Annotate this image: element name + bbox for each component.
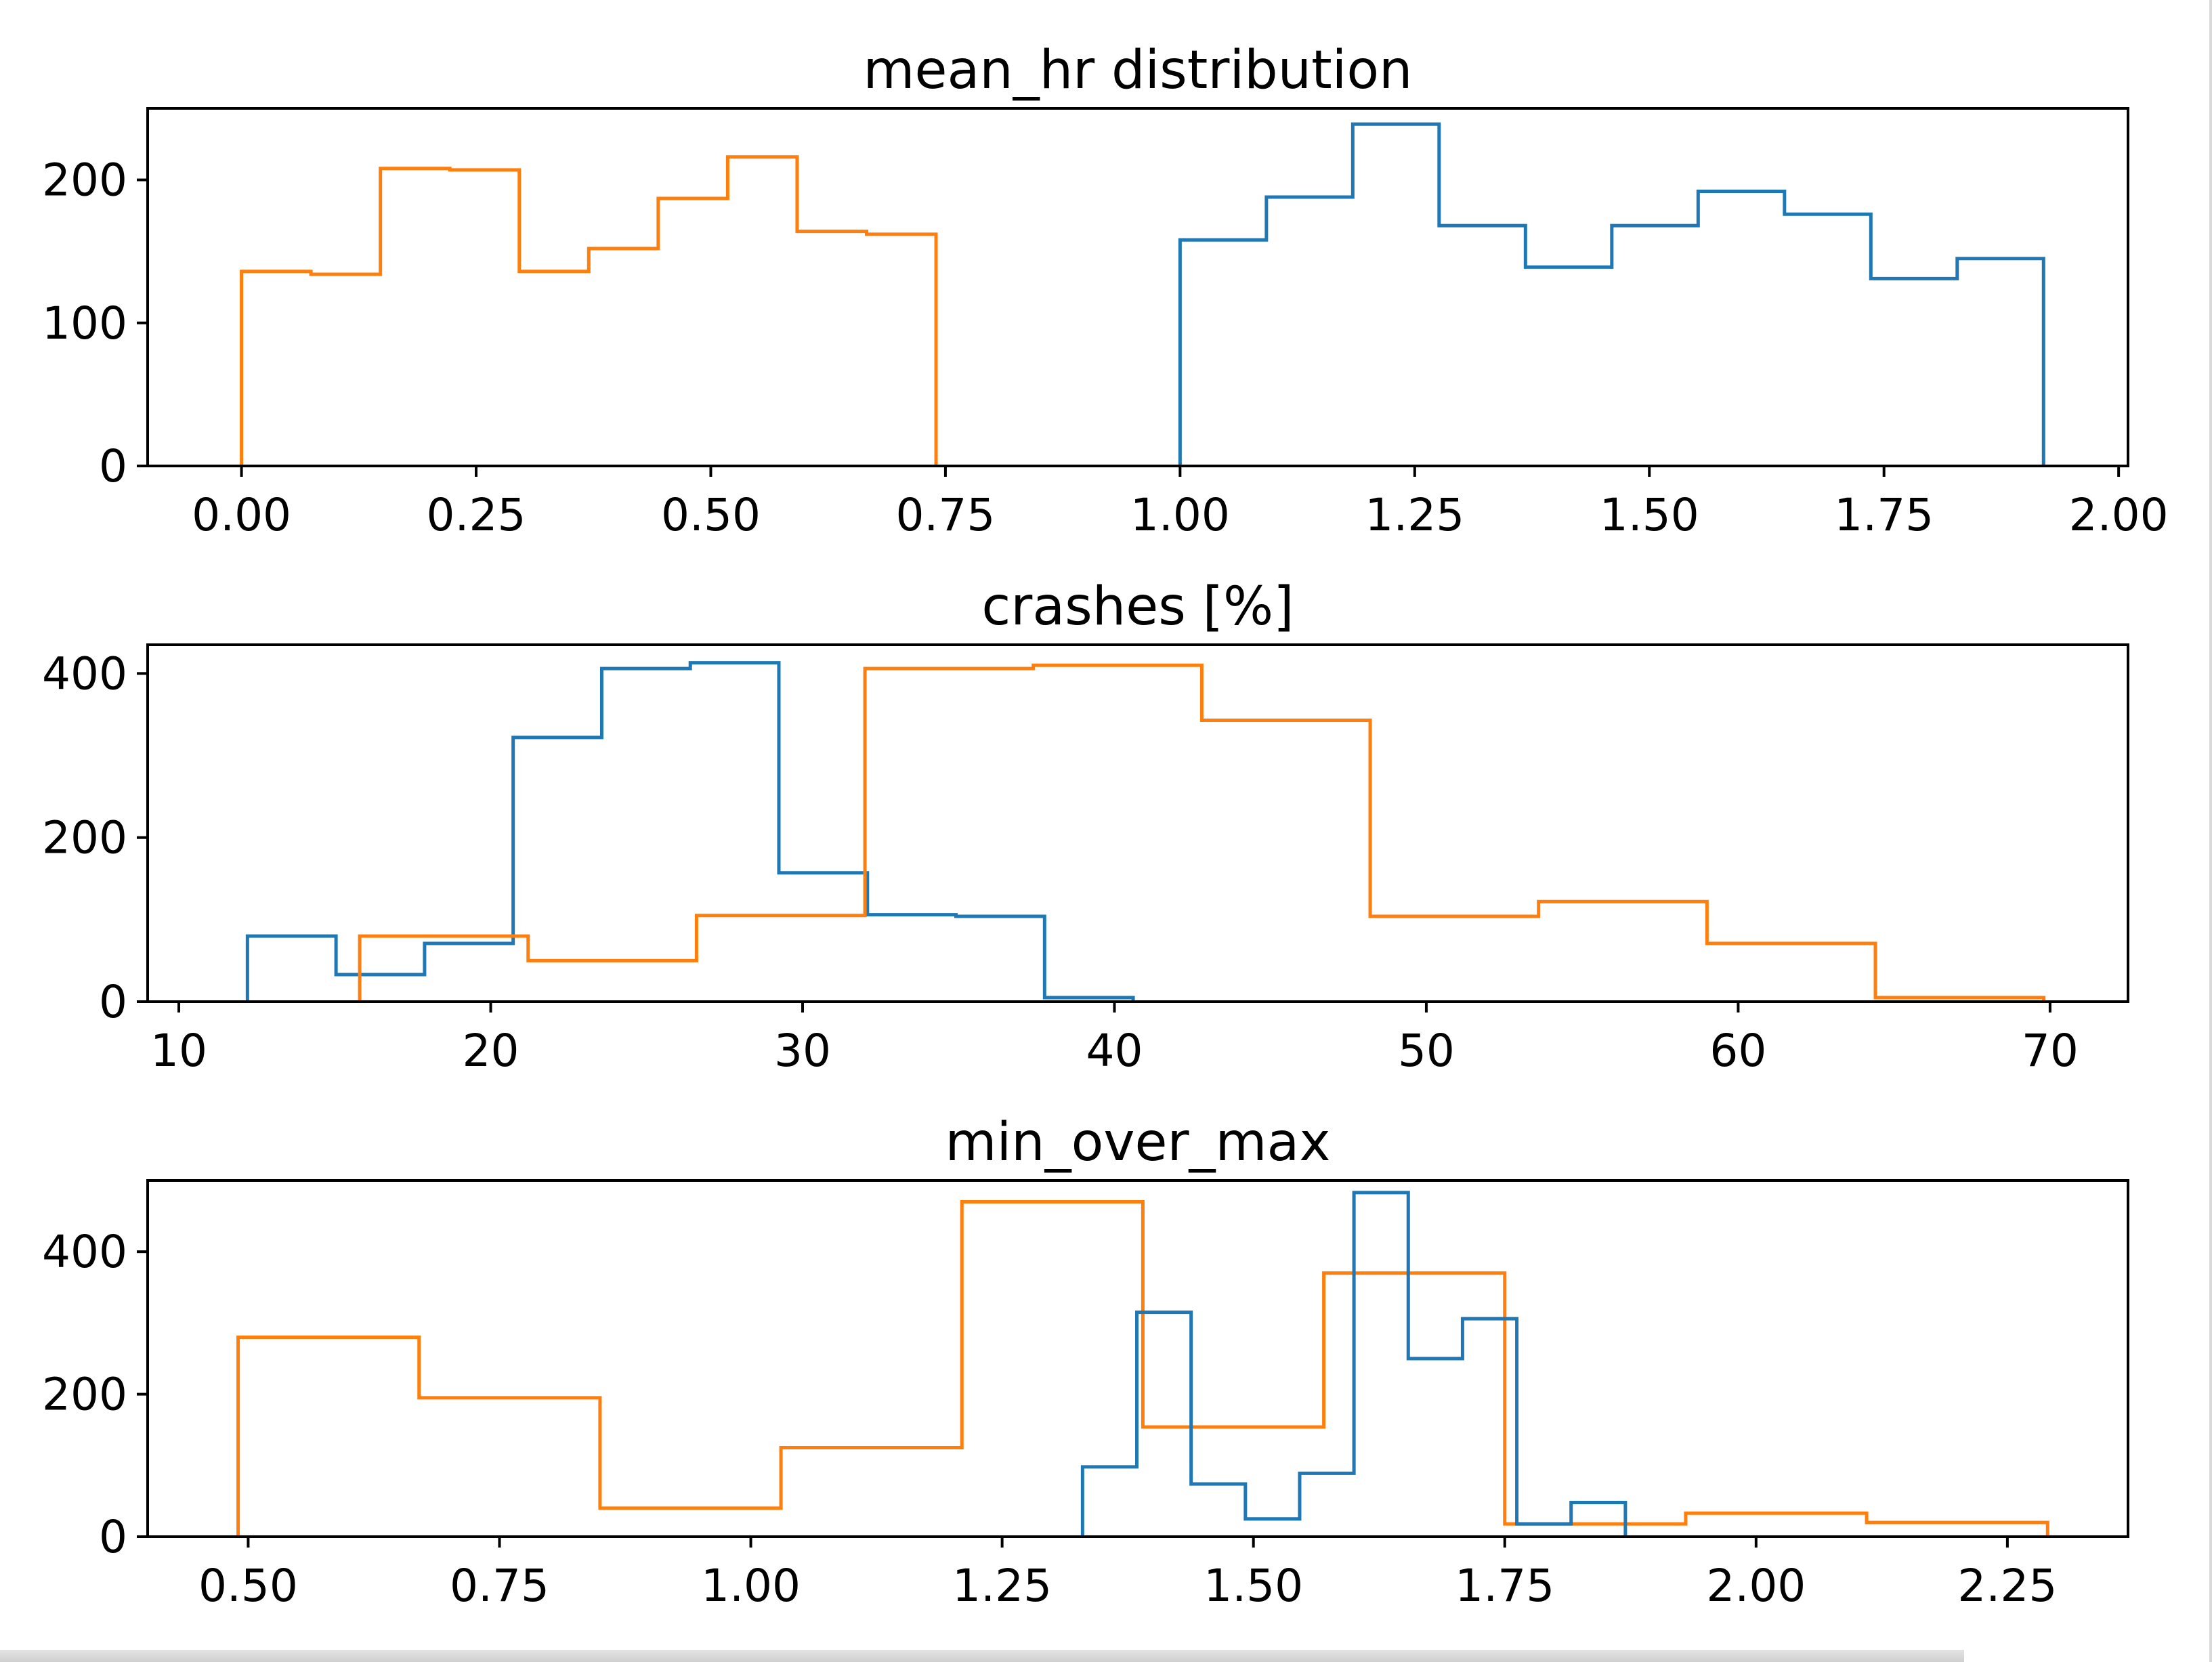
panel-1-x-tick-label: 0.25 [427, 489, 526, 541]
window-right-edge [2209, 0, 2212, 1662]
panel-2-y-tick-label: 0 [99, 976, 127, 1028]
panel-1-x-tick-label: 0.00 [192, 489, 291, 541]
panel-3-x-tick-label: 1.75 [1455, 1560, 1554, 1612]
panel-1-x-tick-label: 0.75 [895, 489, 995, 541]
panel-3-x-tick-label: 2.25 [1957, 1560, 2057, 1612]
panel-2-x-tick-label: 60 [1709, 1025, 1766, 1077]
panel-3-x-tick-label: 1.50 [1204, 1560, 1303, 1612]
panel-3-x-tick-label: 2.00 [1706, 1560, 1806, 1612]
panel-3-y-tick-label: 200 [42, 1369, 127, 1421]
panel-1-series-1-step [240, 155, 938, 466]
panel-2-x-tick-label: 40 [1086, 1025, 1143, 1077]
panel-2-axes-frame [146, 643, 2129, 1003]
panel-1-x-tick-label: 1.00 [1130, 489, 1230, 541]
panel-3-x-tick-label: 0.75 [450, 1560, 549, 1612]
panel-3-axes-frame [146, 1179, 2129, 1538]
panel-2-x-tick-label: 50 [1398, 1025, 1455, 1077]
panel-1-y-tick-label: 0 [99, 440, 127, 492]
panel-2-x-tick-label: 10 [150, 1025, 207, 1077]
panel-2-y-tick-label: 400 [42, 647, 127, 700]
panel-3-y-tick-label: 0 [99, 1511, 127, 1563]
panel-2-x-tick-label: 20 [463, 1025, 519, 1077]
panel-1-axes-frame [146, 107, 2129, 467]
panel-3-series-2-step [1080, 1191, 1628, 1537]
panel-2-y-tick-label: 200 [42, 812, 127, 864]
panel-1-y-tick-label: 200 [42, 154, 127, 207]
window-bottom-edge [0, 1650, 1964, 1662]
panel-1-title: mean_hr distribution [863, 40, 1412, 101]
panel-3-y-tick-label: 400 [42, 1226, 127, 1278]
panel-2-series-2-step [358, 663, 2046, 1002]
panel-1-y-tick-label: 100 [42, 297, 127, 349]
panel-2-x-tick-label: 30 [774, 1025, 831, 1077]
panel-2-title: crashes [%] [981, 576, 1294, 637]
panel-1-x-tick-label: 1.50 [1600, 489, 1699, 541]
panel-3-series-1-step [236, 1200, 2049, 1537]
panel-3-title: min_over_max [945, 1112, 1331, 1173]
panel-1-x-tick-label: 0.50 [661, 489, 761, 541]
panel-3-x-tick-label: 0.50 [198, 1560, 298, 1612]
panel-1-x-tick-label: 1.25 [1365, 489, 1464, 541]
panel-2-x-tick-label: 70 [2022, 1025, 2079, 1077]
panel-3-x-tick-label: 1.00 [701, 1560, 801, 1612]
panel-3-x-tick-label: 1.25 [952, 1560, 1052, 1612]
panel-1-x-tick-label: 1.75 [1834, 489, 1934, 541]
panel-1-series-2-step [1178, 122, 2045, 466]
panel-1-x-tick-label: 2.00 [2069, 489, 2169, 541]
panel-2-series-1-step [245, 661, 1135, 1002]
